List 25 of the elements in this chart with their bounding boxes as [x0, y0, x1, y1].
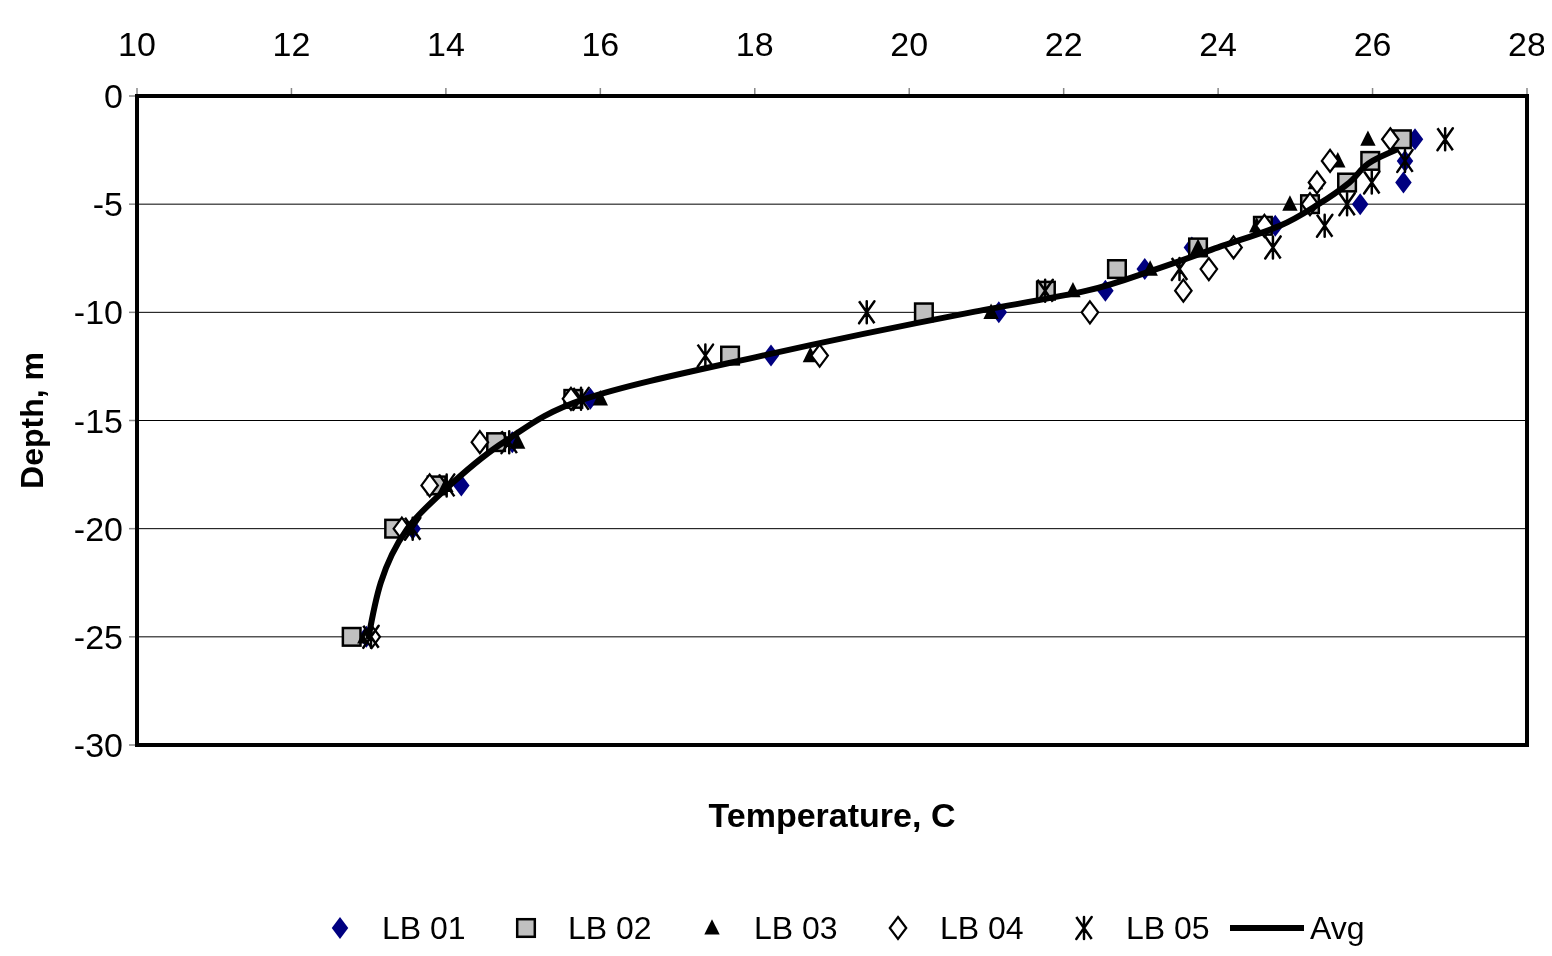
y-tick-label: -5 [92, 185, 123, 224]
y-tick-label: -20 [73, 509, 123, 548]
y-tick-label: -10 [73, 293, 123, 332]
x-tick-label: 12 [272, 25, 311, 63]
x-tick-label: 16 [581, 25, 620, 63]
legend-label: Avg [1310, 910, 1365, 946]
legend-label: LB 03 [754, 910, 838, 946]
x-tick-label: 18 [735, 25, 774, 63]
legend-label: LB 04 [940, 910, 1024, 946]
x-tick-label: 22 [1044, 25, 1083, 63]
legend-label: LB 02 [568, 910, 652, 946]
x-tick-label: 20 [890, 25, 929, 63]
x-tick-label: 24 [1199, 25, 1238, 63]
y-tick-label: -25 [73, 617, 123, 656]
legend-label: LB 05 [1126, 910, 1210, 946]
y-axis-title: Depth, m [14, 352, 50, 489]
y-tick-label: -15 [73, 401, 123, 440]
x-tick-label: 14 [426, 25, 465, 63]
x-tick-label: 26 [1353, 25, 1392, 63]
legend-label: LB 01 [382, 910, 466, 946]
x-tick-label: 28 [1508, 25, 1546, 63]
y-tick-label: -30 [73, 726, 123, 764]
x-axis-title: Temperature, C [708, 796, 956, 834]
y-tick-label: 0 [104, 77, 123, 115]
x-tick-label: 10 [118, 25, 156, 63]
